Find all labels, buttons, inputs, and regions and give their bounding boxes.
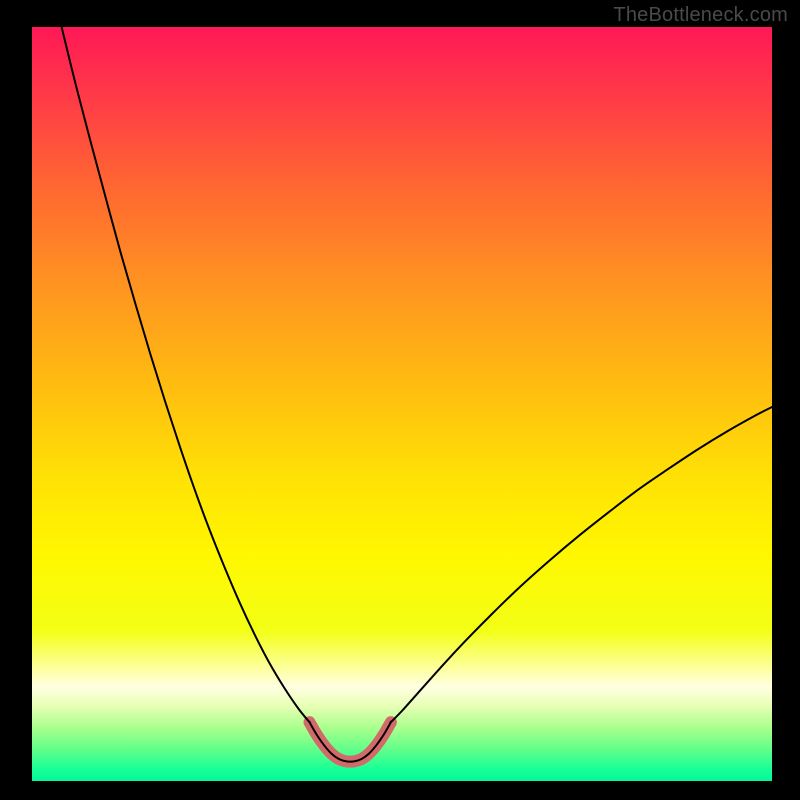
chart-container: TheBottleneck.com bbox=[0, 0, 800, 800]
gradient-background bbox=[32, 27, 772, 781]
bottleneck-chart-svg bbox=[32, 27, 772, 781]
watermark-text: TheBottleneck.com bbox=[613, 4, 788, 27]
plot-area bbox=[32, 27, 772, 781]
